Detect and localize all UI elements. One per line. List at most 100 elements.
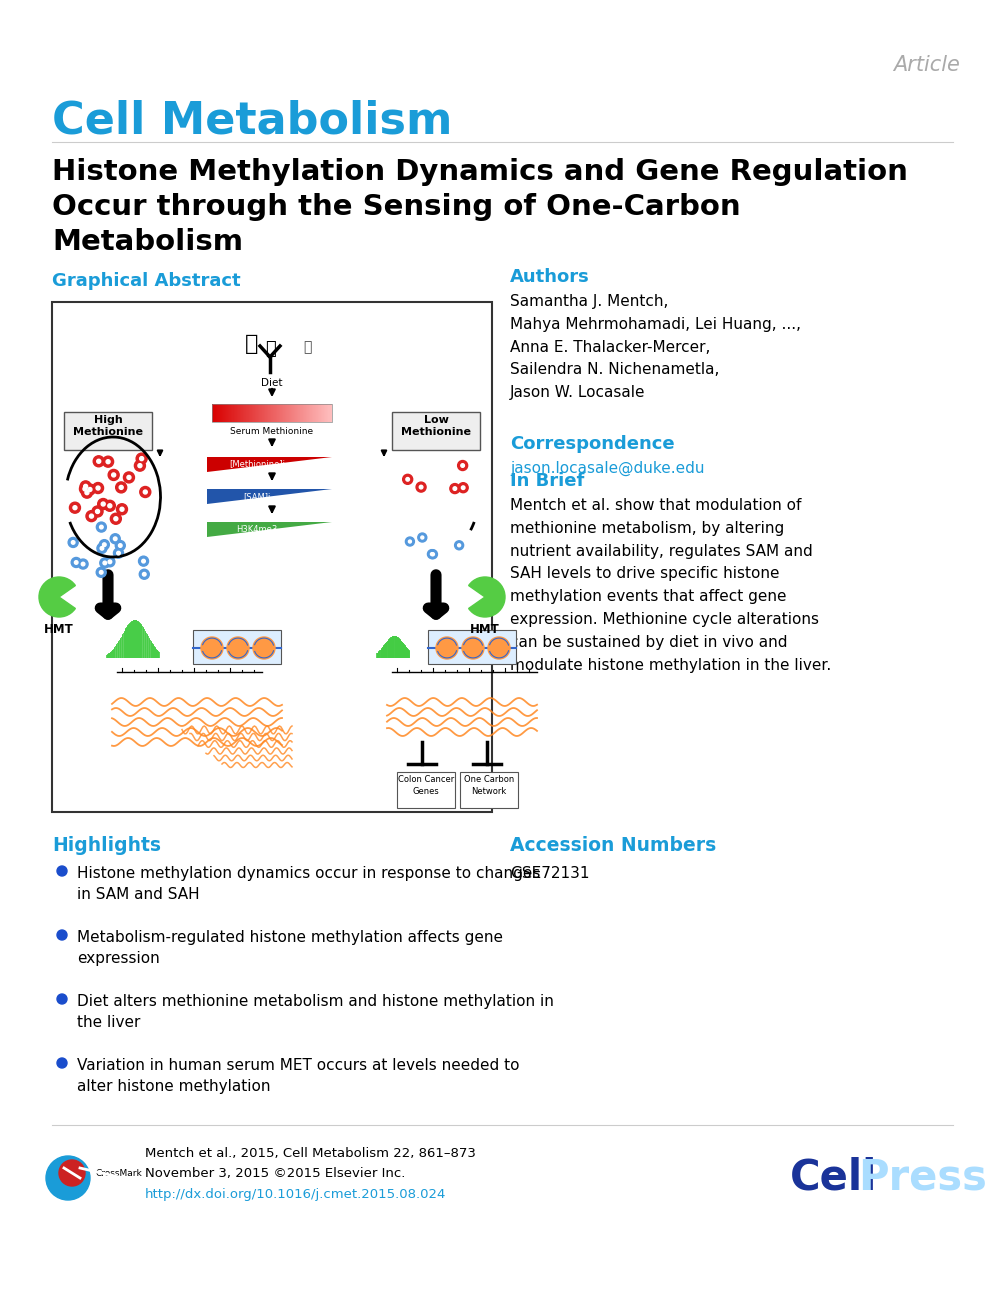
Bar <box>138 621 139 658</box>
Bar <box>150 639 151 658</box>
Bar <box>401 641 402 658</box>
Bar <box>396 637 397 658</box>
Bar <box>383 646 384 658</box>
Text: 👤: 👤 <box>245 334 258 354</box>
Bar <box>193 630 281 664</box>
Circle shape <box>84 484 95 495</box>
Bar <box>159 651 160 658</box>
Text: One Carbon
Network: One Carbon Network <box>464 775 515 796</box>
Ellipse shape <box>462 637 484 659</box>
Bar <box>148 637 149 658</box>
Bar <box>137 621 138 658</box>
Text: Low
Methionine: Low Methionine <box>401 415 471 437</box>
Circle shape <box>114 517 118 521</box>
Circle shape <box>418 532 427 542</box>
Bar <box>119 639 121 658</box>
Text: HMT: HMT <box>470 622 499 636</box>
Bar <box>396 637 397 658</box>
Bar <box>107 655 108 658</box>
Bar <box>384 645 385 658</box>
Bar <box>52 301 492 812</box>
Bar <box>136 620 137 658</box>
Bar <box>153 645 155 658</box>
Wedge shape <box>468 577 505 617</box>
Circle shape <box>117 551 121 555</box>
Bar <box>120 639 121 658</box>
Bar <box>139 622 140 658</box>
Polygon shape <box>207 522 332 536</box>
Bar <box>123 633 124 658</box>
Bar <box>382 647 383 658</box>
Bar <box>398 638 399 658</box>
Circle shape <box>403 474 413 484</box>
Circle shape <box>46 1156 90 1201</box>
Bar <box>384 645 385 658</box>
Text: Colon Cancer
Genes: Colon Cancer Genes <box>398 775 454 796</box>
Ellipse shape <box>201 637 223 659</box>
Bar <box>383 646 385 658</box>
Bar <box>392 412 480 450</box>
Circle shape <box>139 556 149 566</box>
Bar <box>393 636 394 658</box>
Circle shape <box>138 463 142 467</box>
Circle shape <box>96 485 100 491</box>
Text: 👤: 👤 <box>264 341 275 358</box>
Text: Samantha J. Mentch,
Mahya Mehrmohamadi, Lei Huang, ...,
Anna E. Thalacker-Mercer: Samantha J. Mentch, Mahya Mehrmohamadi, … <box>510 294 801 401</box>
Bar <box>117 645 118 658</box>
Bar <box>378 651 379 658</box>
Bar <box>377 652 378 658</box>
Circle shape <box>57 930 67 940</box>
Bar <box>130 622 132 658</box>
Circle shape <box>408 540 411 543</box>
Bar <box>158 651 159 658</box>
Bar <box>408 650 410 658</box>
Bar <box>111 651 113 658</box>
Bar <box>385 643 386 658</box>
Text: Mentch et al., 2015, Cell Metabolism 22, 861–873: Mentch et al., 2015, Cell Metabolism 22,… <box>145 1147 476 1160</box>
Bar <box>109 652 111 658</box>
Bar <box>405 646 406 658</box>
Circle shape <box>81 562 84 566</box>
Circle shape <box>86 510 96 522</box>
Bar <box>125 630 126 658</box>
Circle shape <box>96 459 100 463</box>
Circle shape <box>93 455 105 467</box>
Circle shape <box>102 502 106 506</box>
Bar <box>408 650 409 658</box>
Polygon shape <box>207 489 332 504</box>
Bar <box>400 639 401 658</box>
Circle shape <box>83 487 87 491</box>
Circle shape <box>140 457 144 461</box>
Circle shape <box>68 538 78 547</box>
Bar <box>403 643 404 658</box>
Bar <box>379 651 380 658</box>
Bar <box>377 654 378 658</box>
Circle shape <box>100 547 104 551</box>
Circle shape <box>95 509 99 513</box>
Circle shape <box>111 513 122 525</box>
Bar <box>380 650 381 658</box>
Bar <box>146 632 147 658</box>
Bar <box>386 642 387 658</box>
Circle shape <box>88 488 91 492</box>
Bar <box>381 649 382 658</box>
Bar <box>399 638 400 658</box>
Circle shape <box>105 557 115 566</box>
Circle shape <box>450 484 460 493</box>
Wedge shape <box>39 577 75 617</box>
Circle shape <box>406 478 409 482</box>
Bar <box>386 642 387 658</box>
Bar <box>392 637 393 658</box>
Circle shape <box>83 484 87 488</box>
Circle shape <box>103 561 107 565</box>
Bar <box>135 620 136 658</box>
Bar <box>404 645 405 658</box>
Bar <box>409 651 410 658</box>
Circle shape <box>114 548 124 559</box>
Bar <box>128 625 129 658</box>
Bar <box>149 639 151 658</box>
Bar <box>145 630 146 658</box>
Bar <box>141 624 142 658</box>
Circle shape <box>99 559 110 568</box>
Bar <box>109 654 110 658</box>
